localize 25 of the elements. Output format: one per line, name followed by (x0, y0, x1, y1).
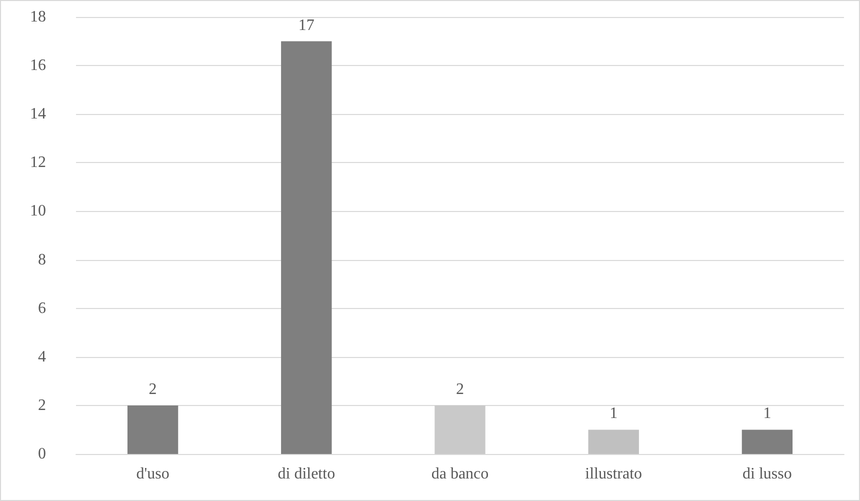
y-tick-label: 16 (30, 57, 46, 74)
x-tick-label: illustrato (585, 466, 642, 482)
y-tick-label: 18 (30, 8, 46, 26)
bar (127, 405, 178, 454)
bar (434, 405, 486, 454)
x-tick-label: di lusso (742, 466, 792, 482)
data-label: 1 (610, 405, 618, 422)
bar (742, 430, 793, 454)
data-label: 2 (456, 380, 464, 398)
y-tick-label: 0 (38, 446, 46, 462)
data-label: 2 (148, 380, 157, 398)
y-tick-label: 2 (38, 396, 46, 414)
y-tick-label: 12 (30, 154, 46, 172)
x-tick-label: d'uso (136, 466, 170, 482)
data-label: 17 (298, 16, 314, 34)
bar (281, 41, 332, 454)
bar (588, 430, 639, 454)
y-tick-label: 14 (30, 106, 46, 123)
y-tick-label: 10 (30, 202, 46, 220)
x-tick-label: da banco (431, 466, 489, 482)
y-tick-label: 8 (38, 251, 46, 268)
y-tick-label: 6 (38, 300, 46, 317)
x-tick-label: di diletto (278, 466, 336, 482)
y-tick-label: 4 (38, 348, 46, 366)
data-label: 1 (763, 405, 772, 422)
